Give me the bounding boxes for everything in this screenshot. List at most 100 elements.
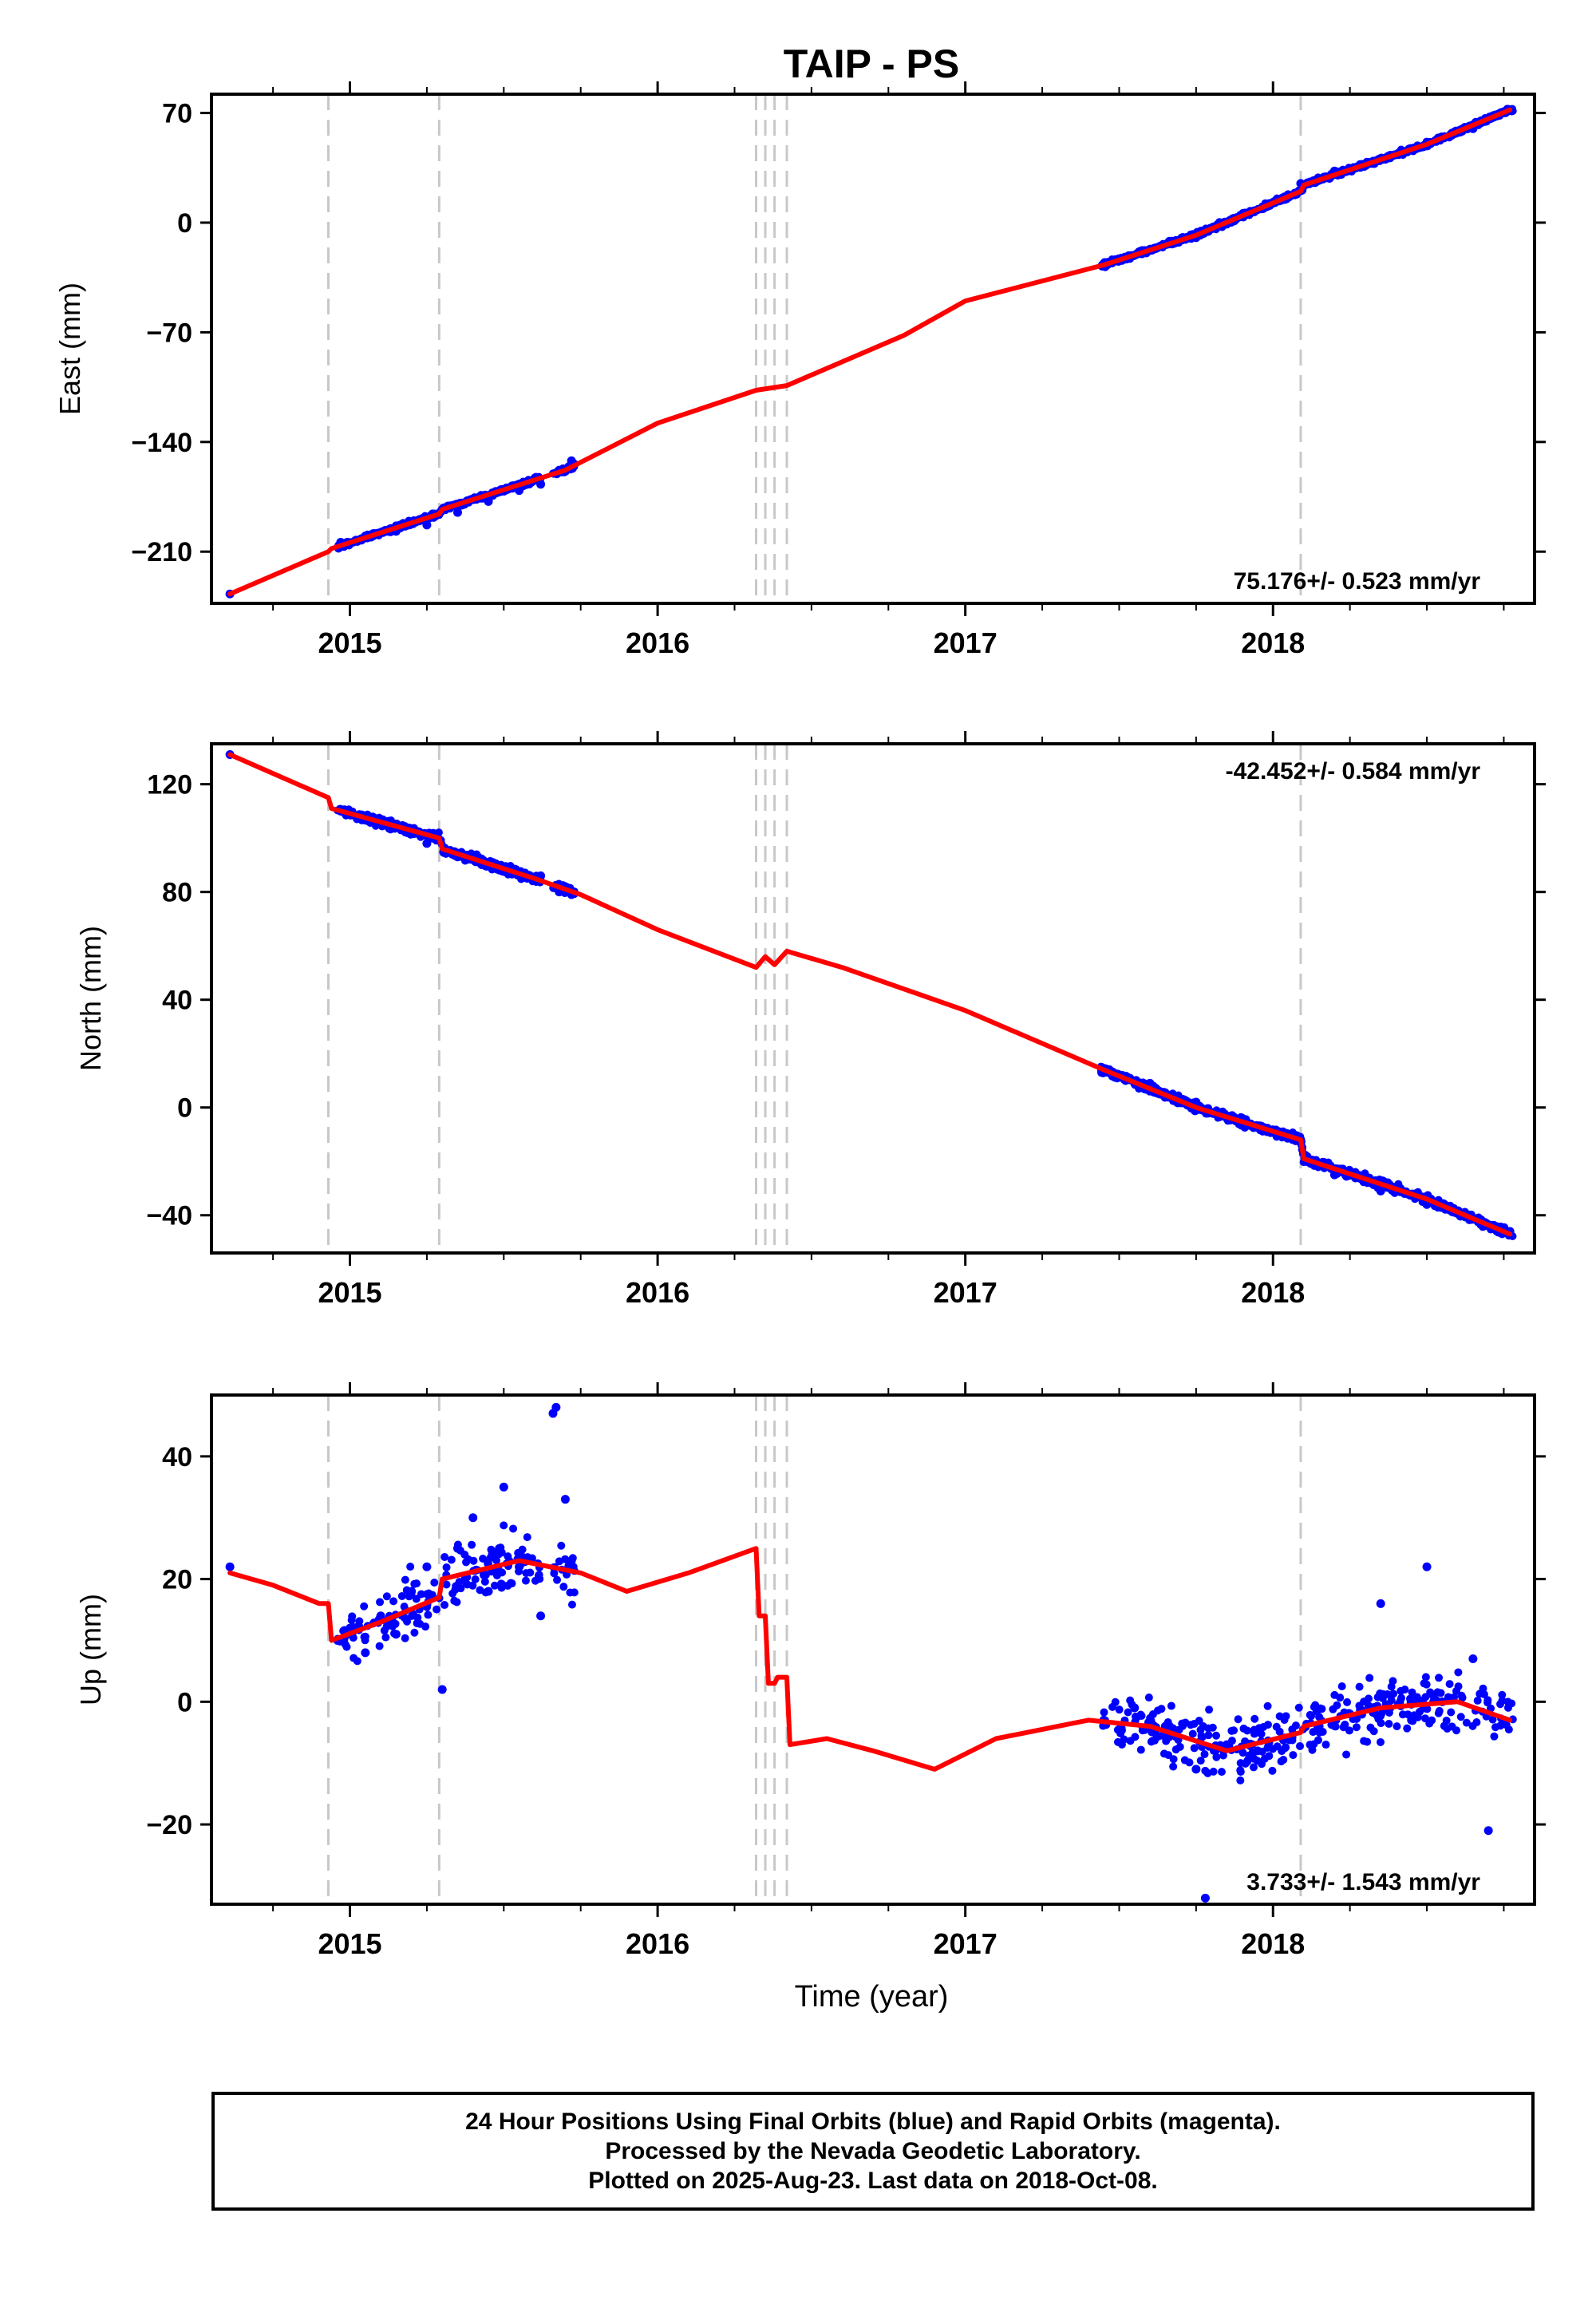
data-point: [1403, 1724, 1412, 1733]
data-point: [1314, 1705, 1322, 1714]
data-point: [1144, 1694, 1153, 1702]
data-point: [1444, 1693, 1452, 1701]
data-point: [1389, 1690, 1398, 1698]
data-point: [498, 1579, 507, 1588]
data-point: [225, 1562, 235, 1571]
data-point: [406, 1563, 415, 1571]
data-point: [1306, 1710, 1314, 1719]
data-point: [1315, 1713, 1324, 1721]
data-point: [551, 1402, 561, 1412]
data-point: [1157, 1705, 1166, 1713]
data-point: [1408, 1688, 1416, 1697]
data-point: [452, 508, 462, 517]
data-point: [1343, 1697, 1352, 1706]
data-point: [1227, 1737, 1236, 1745]
data-point: [1263, 1721, 1272, 1729]
data-point: [1136, 1745, 1145, 1754]
y-axis-title: Up (mm): [74, 1594, 107, 1705]
data-point: [1314, 1736, 1322, 1745]
data-point: [1148, 1728, 1156, 1737]
y-tick-label: 40: [162, 986, 192, 1016]
data-point: [1272, 1722, 1281, 1731]
data-point: [1296, 1741, 1305, 1750]
data-point: [462, 1558, 471, 1567]
data-point: [1376, 1599, 1385, 1608]
data-point: [1490, 1732, 1499, 1741]
data-point: [1200, 1893, 1210, 1903]
data-point: [1238, 1749, 1247, 1757]
data-point: [401, 1634, 409, 1642]
data-point: [1396, 1686, 1405, 1695]
data-point: [1447, 1708, 1456, 1717]
data-point: [568, 1554, 577, 1563]
data-point: [1479, 1690, 1488, 1698]
data-point: [468, 1540, 476, 1549]
x-tick-label: 2015: [318, 1276, 381, 1309]
data-point: [1169, 1762, 1178, 1771]
data-point: [499, 1482, 508, 1492]
data-point: [468, 1581, 477, 1590]
data-point: [360, 1602, 369, 1611]
data-point: [342, 1642, 351, 1651]
data-point: [1212, 1753, 1221, 1761]
data-point: [407, 1589, 416, 1598]
data-point: [1196, 1725, 1205, 1734]
data-point: [567, 1600, 576, 1609]
data-point: [1191, 1765, 1201, 1774]
data-point: [1250, 1714, 1259, 1723]
data-point: [1507, 1699, 1516, 1708]
data-point: [490, 1581, 499, 1590]
data-point: [521, 1576, 530, 1585]
data-point: [1363, 1737, 1372, 1746]
data-point: [472, 850, 481, 859]
data-point: [1483, 1696, 1492, 1705]
data-point: [561, 1555, 570, 1563]
data-point: [1249, 1763, 1258, 1772]
y-tick-label: 70: [162, 99, 192, 129]
data-point: [360, 1633, 369, 1642]
data-point: [1491, 1723, 1500, 1732]
data-point: [1442, 1716, 1451, 1725]
data-point: [448, 1589, 457, 1598]
data-point: [389, 1629, 398, 1638]
y-tick-label: 20: [162, 1565, 192, 1595]
plot-frame: [210, 93, 1536, 605]
data-point: [1488, 1715, 1497, 1724]
data-point: [523, 1533, 531, 1542]
data-point: [421, 1622, 430, 1631]
data-point: [1236, 1776, 1245, 1784]
data-point: [460, 1550, 469, 1559]
data-point: [1434, 1709, 1443, 1717]
data-point: [1289, 1751, 1298, 1760]
data-point: [1468, 1654, 1478, 1664]
data-point: [468, 1513, 478, 1523]
data-point: [375, 1642, 384, 1650]
data-point: [1385, 1708, 1393, 1717]
panel-2: 120 80 40 0 −40 2015 2016 2017 2018 North (mm) -42…: [74, 731, 1546, 1309]
data-point: [469, 1556, 478, 1565]
data-point: [447, 1555, 456, 1564]
data-point: [1171, 1745, 1180, 1754]
data-point: [1178, 1719, 1187, 1728]
data-point: [527, 1554, 536, 1563]
data-point: [391, 1619, 400, 1628]
data-point: [1385, 1720, 1393, 1729]
y-axis-title: North (mm): [74, 926, 107, 1071]
x-tick-label: 2016: [626, 1927, 689, 1960]
data-point: [1148, 1737, 1156, 1745]
data-point: [397, 1591, 406, 1600]
data-point: [1230, 1726, 1238, 1735]
data-point: [433, 1605, 441, 1614]
data-point: [1462, 1718, 1471, 1727]
data-point: [409, 1610, 418, 1618]
data-point: [1366, 1723, 1375, 1732]
data-point: [1412, 1693, 1421, 1701]
x-tick-label: 2015: [318, 626, 381, 659]
footer-line-plotted: Plotted on 2025-Aug-23. Last data on 201…: [588, 2168, 1158, 2194]
data-point: [480, 1577, 489, 1586]
data-point: [1355, 1682, 1364, 1691]
x-tick-label: 2018: [1241, 626, 1305, 659]
data-point: [1205, 1705, 1214, 1714]
data-point: [376, 1598, 385, 1607]
